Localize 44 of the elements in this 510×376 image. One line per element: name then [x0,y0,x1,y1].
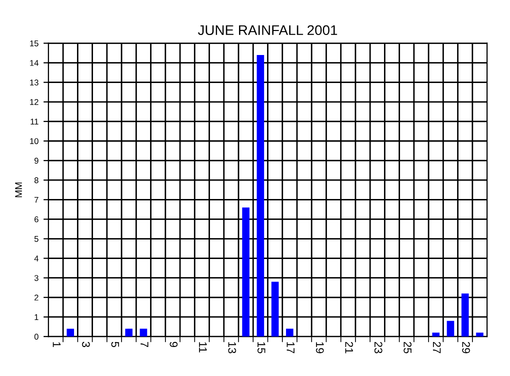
bar [461,294,469,337]
x-tick-label: 3 [82,342,90,348]
bar [432,332,440,337]
x-tick-label: 27 [433,342,441,354]
y-tick-label: 9 [34,158,38,164]
bar [140,328,148,337]
bar [256,54,264,337]
x-tick-label: 29 [462,342,470,354]
y-tick-label: 7 [34,196,38,203]
x-tick-label: 9 [170,342,178,348]
bar [476,332,484,337]
bar [125,328,133,337]
y-tick-label: 14 [30,60,38,66]
y-axis-title: MM [15,182,22,198]
y-tick-label: 11 [30,118,38,124]
y-tick-label: 15 [30,40,38,46]
y-tick-label: 4 [34,256,38,262]
x-tick-label: 5 [111,342,120,348]
bar [271,282,279,337]
bar [66,328,74,337]
x-tick-label: 19 [316,342,324,354]
y-tick-label: 13 [30,80,38,86]
y-tick-label: 1 [34,314,38,320]
y-tick-label: 5 [34,236,38,242]
y-tick-label: 12 [30,99,38,105]
y-tick-label: 3 [34,275,38,281]
bar [286,328,294,337]
y-tick-label: 8 [34,177,38,184]
y-tick-label: 6 [34,216,38,222]
x-tick-label: 15 [257,342,266,354]
bar [446,320,454,337]
y-tick-label: 0 [34,334,38,340]
x-tick-label: 21 [345,342,354,354]
x-tick-label: 17 [286,342,294,354]
x-tick-label: 7 [140,342,148,348]
x-tick-label: 1 [52,342,61,348]
bar [242,207,250,337]
x-tick-label: 23 [374,342,382,354]
x-tick-label: 11 [199,342,207,352]
x-tick-label: 25 [404,342,412,354]
chart-title: JUNE RAINFALL 2001 [198,25,338,36]
x-tick-label: 13 [228,342,236,354]
y-tick-label: 2 [34,294,38,300]
y-tick-label: 10 [30,138,38,144]
